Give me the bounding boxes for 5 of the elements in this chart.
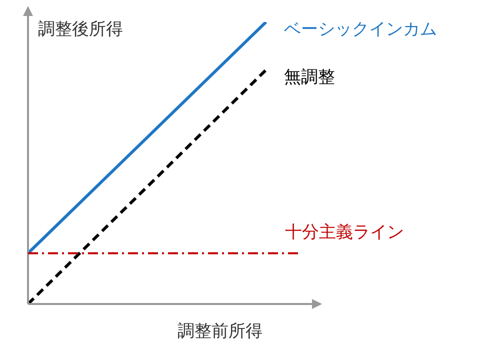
series-label: ベーシックインカム [284,19,437,40]
y-axis-title: 調整後所得 [38,19,123,40]
ref-line-label: 十分主義ライン [285,222,404,243]
series-label: 無調整 [284,67,335,88]
x-axis-title: 調整前所得 [178,321,262,342]
